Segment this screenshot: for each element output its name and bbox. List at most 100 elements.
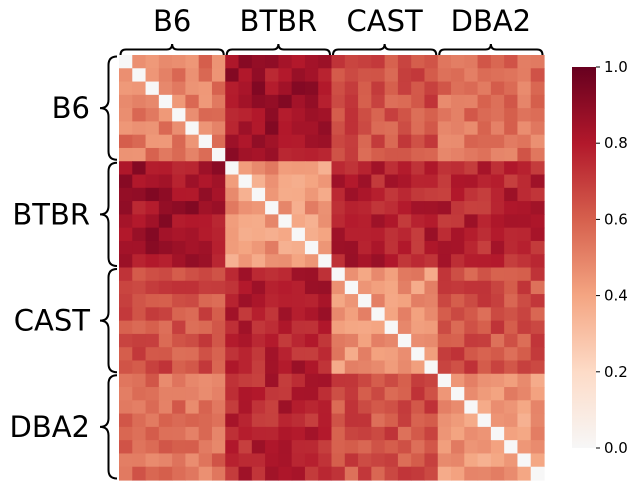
heatmap-cell [119,161,133,176]
heatmap-cell [451,440,465,455]
heatmap-cell [145,55,160,69]
heatmap-cell [238,187,253,202]
heatmap-cell [225,254,240,269]
heatmap-cell [397,187,412,202]
heatmap-cell [411,360,426,375]
heatmap-cell [185,108,200,123]
heatmap-cell [172,453,187,468]
heatmap-cell [119,413,133,428]
heatmap-cell [225,466,240,481]
left-label-cast: CAST [14,304,90,338]
heatmap-cell [185,201,200,215]
heatmap-cell [318,174,333,189]
heatmap-cell [119,227,133,242]
heatmap-cell [225,134,240,149]
heatmap-cell [132,147,147,162]
heatmap-cell [477,280,492,295]
heatmap-cell [504,121,519,136]
heatmap-cell [304,347,319,362]
heatmap-cell [119,347,133,362]
heatmap-cell [211,267,226,282]
heatmap-cell [238,466,253,481]
heatmap-cell [172,387,187,401]
heatmap-cell [119,240,133,255]
heatmap-cell [384,333,399,348]
heatmap-cell [211,466,226,481]
heatmap-cell [304,214,319,229]
heatmap-cell [384,320,399,335]
heatmap-cell [530,161,545,176]
heatmap-cell [172,307,187,322]
heatmap-cell [291,108,306,123]
heatmap-cell [251,55,266,69]
heatmap-cell [318,121,333,136]
heatmap-cell [530,55,545,69]
heatmap-cell [119,254,133,269]
heatmap-cell [145,453,160,468]
heatmap-cell [132,387,147,401]
heatmap-cell [464,347,479,362]
heatmap-cell [477,254,492,269]
heatmap-cell [318,55,333,69]
heatmap-cell [132,227,147,242]
heatmap-cell [198,440,213,455]
heatmap-cell [464,280,479,295]
heatmap-cell [158,187,173,202]
heatmap-cell [397,453,412,468]
heatmap-cell [437,320,452,335]
heatmap-cell [265,161,279,176]
heatmap-cell [265,400,279,415]
heatmap-cell [238,387,253,401]
heatmap-cell [238,267,253,282]
heatmap-cell [477,214,492,229]
heatmap-cell [119,267,133,282]
heatmap-cell [490,333,505,348]
heatmap-cell [411,440,426,455]
heatmap-cell [185,333,200,348]
heatmap-cell [211,214,226,229]
heatmap-cell [304,174,319,189]
heatmap-cell [384,294,399,308]
heatmap-cell [358,240,372,255]
heatmap-cell [251,294,266,308]
heatmap-cell [132,440,147,455]
heatmap-cell [397,387,412,401]
heatmap-cell [358,174,372,189]
heatmap-cell [278,94,293,109]
heatmap-cell [318,108,333,123]
heatmap-cell [504,108,519,123]
heatmap-cell [238,453,253,468]
heatmap-cell [119,360,133,375]
heatmap-cell [278,320,293,335]
heatmap-cell [331,134,346,149]
heatmap-cell [238,320,253,335]
heatmap-cell [451,426,465,441]
heatmap-cell [291,280,306,295]
heatmap-cell [371,387,386,401]
heatmap-cell [291,440,306,455]
heatmap-cell [291,360,306,375]
heatmap-cell [158,426,173,441]
heatmap-cell [119,466,133,481]
heatmap-cell [172,413,187,428]
heatmap-cell [411,307,426,322]
heatmap-cell [265,373,279,388]
heatmap-cell [211,333,226,348]
heatmap-cell [477,227,492,242]
heatmap-cell [371,134,386,149]
heatmap-cell [291,426,306,441]
heatmap-cell [291,413,306,428]
heatmap-cell [278,227,293,242]
heatmap-cell [172,440,187,455]
heatmap-cell [318,453,333,468]
heatmap-cell [451,201,465,215]
heatmap-cell [225,267,240,282]
heatmap-cell [225,294,240,308]
heatmap-cell [530,240,545,255]
heatmap-cell [145,294,160,308]
heatmap-cell [397,174,412,189]
heatmap-cell [198,307,213,322]
heatmap-cell [265,280,279,295]
heatmap-cell [344,227,359,242]
heatmap-cell [158,108,173,123]
